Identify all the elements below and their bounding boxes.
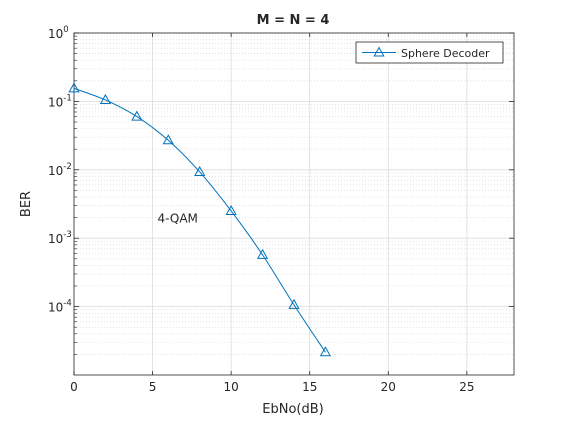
data-point-marker (256, 248, 269, 259)
modulation-annotation: 4-QAM (158, 211, 198, 225)
y-tick-label: 10-4 (48, 299, 72, 315)
data-point-marker (99, 93, 112, 104)
legend-triangle-marker (373, 46, 385, 57)
grid (73, 32, 514, 375)
data-point-marker (162, 134, 174, 145)
legend-box (355, 41, 504, 64)
axis-ticks: 0 5 10 15 20 25 100 10-1 10-2 10-3 10-4 (48, 25, 514, 394)
y-tick-label: 10-1 (48, 93, 72, 109)
x-tick-label: 25 (459, 380, 474, 394)
x-axis-label: EbNo(dB) (262, 402, 323, 417)
legend-entry-label: Sphere Decoder (401, 47, 490, 60)
x-tick-label: 5 (149, 380, 157, 394)
data-point-marker (131, 110, 143, 121)
y-axis-label: BER (19, 191, 34, 217)
y-tick-label: 10-3 (48, 230, 72, 246)
series-line (73, 87, 326, 353)
legend: Sphere Decoder (355, 41, 504, 64)
data-point-marker (68, 82, 80, 93)
y-tick-label: 100 (48, 25, 69, 41)
x-tick-label: 0 (70, 380, 78, 394)
x-tick-label: 20 (381, 380, 396, 394)
data-point-marker (225, 204, 237, 215)
data-point-marker (319, 346, 332, 357)
x-tick-label: 10 (224, 380, 239, 394)
series-layer (68, 82, 332, 357)
y-tick-label: 10-2 (48, 162, 72, 178)
plot-area (73, 32, 515, 376)
data-point-marker (194, 165, 206, 176)
x-tick-label: 15 (302, 380, 317, 394)
chart-title: M = N = 4 (257, 13, 330, 28)
data-point-marker (288, 298, 300, 309)
